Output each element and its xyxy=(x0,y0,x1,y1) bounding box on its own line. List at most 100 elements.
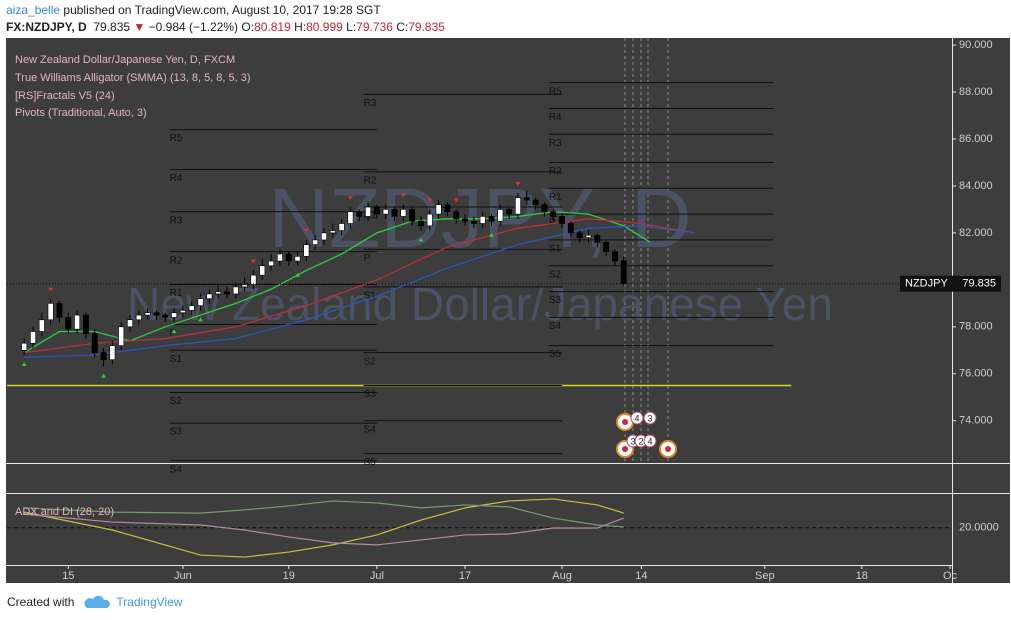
candle-body xyxy=(171,312,178,318)
candle-body xyxy=(382,209,389,215)
last-price: 79.835 xyxy=(93,20,131,34)
candle-body xyxy=(241,284,248,288)
price-label-box xyxy=(900,275,1001,292)
event-count: 4 xyxy=(634,413,639,423)
user[interactable]: aiza_belle xyxy=(6,3,61,17)
fractal-down xyxy=(489,232,495,237)
change: −0.984 (−1.22%) xyxy=(148,20,239,34)
arrow: ▼ xyxy=(133,20,146,34)
y-tick-label: 86.000 xyxy=(959,133,993,145)
candle-body xyxy=(144,312,151,316)
candle-body xyxy=(488,216,495,222)
close: 79.835 xyxy=(408,20,445,34)
x-tick-label: 15 xyxy=(62,570,74,582)
fractal-down xyxy=(171,329,177,334)
pivot-label: S4 xyxy=(170,464,183,475)
candle-body xyxy=(462,218,468,222)
fractal-down xyxy=(101,373,107,378)
o-label: O: xyxy=(241,20,255,34)
candle-body xyxy=(285,253,292,262)
candle-body xyxy=(470,220,477,224)
pivot-label: R2 xyxy=(549,166,562,177)
pivot-label: S3 xyxy=(170,427,183,438)
high: 80.999 xyxy=(306,20,343,34)
candle-body xyxy=(21,342,28,351)
event-count: 3 xyxy=(630,436,635,446)
candle-body xyxy=(550,211,557,217)
pivot-label: R3 xyxy=(364,98,377,109)
candle-body xyxy=(179,310,186,314)
pivot-label: S4 xyxy=(364,424,377,435)
candle-body xyxy=(224,291,230,295)
adx-line xyxy=(24,500,624,528)
x-tick-label: Sep xyxy=(755,570,775,582)
fractal-down xyxy=(198,317,204,322)
candle-body xyxy=(338,223,345,231)
candle-body xyxy=(497,209,504,222)
alligator-line xyxy=(24,218,695,354)
legend-entry: Pivots (Traditional, Auto, 3) xyxy=(15,107,147,119)
candle-body xyxy=(559,216,565,224)
candle-body xyxy=(259,265,266,276)
candle-body xyxy=(91,333,98,353)
open: 80.819 xyxy=(254,20,291,34)
fractal-up xyxy=(303,228,309,233)
alligator-line xyxy=(24,225,695,358)
header-line: aiza_belle published on TradingView.com,… xyxy=(6,3,381,17)
candle-body xyxy=(435,204,442,215)
adx-line xyxy=(24,498,624,558)
y-tick-label: 90.000 xyxy=(959,39,993,51)
pivot-label: P xyxy=(364,253,371,264)
price-label-name: NZDJPY xyxy=(905,278,948,290)
candle-body xyxy=(585,234,592,238)
candle-body xyxy=(47,303,54,321)
fractal-up xyxy=(515,181,521,186)
candle-body xyxy=(197,298,204,306)
pivot-label: R2 xyxy=(170,255,183,266)
y-tick-label: 78.000 xyxy=(959,321,993,333)
candle-body xyxy=(365,206,372,217)
candle-body xyxy=(426,213,433,227)
pivot-label: S2 xyxy=(549,269,562,280)
pivot-label: S1 xyxy=(170,354,183,365)
fractal-down xyxy=(418,237,424,242)
pivot-label: S3 xyxy=(549,295,562,306)
candle-body xyxy=(127,319,133,328)
y-tick-label: 74.000 xyxy=(959,415,993,427)
candle-body xyxy=(347,211,354,224)
fractal-up xyxy=(453,198,459,203)
candle-body xyxy=(38,319,45,332)
pivot-label: S2 xyxy=(170,396,183,407)
adx-tick-label: 20.0000 xyxy=(959,522,999,534)
candle-body xyxy=(82,314,89,335)
candle-body xyxy=(576,232,583,238)
pivot-label: R5 xyxy=(170,133,183,144)
candle-body xyxy=(153,312,160,316)
candle-body xyxy=(418,220,424,227)
plot: 74.00076.00078.00080.00082.00084.00086.0… xyxy=(7,39,1001,582)
brand[interactable]: TradingView xyxy=(116,595,183,609)
adx-line xyxy=(24,513,624,546)
event-count: 2 xyxy=(638,436,643,446)
pivot-label: S4 xyxy=(549,321,562,332)
candle-body xyxy=(135,314,142,321)
candle-body xyxy=(206,293,213,299)
candle-body xyxy=(612,251,618,262)
event-badge xyxy=(643,411,657,425)
y-tick-label: 88.000 xyxy=(959,86,993,98)
candle-body xyxy=(276,253,283,262)
y-tick-label: 76.000 xyxy=(959,368,993,380)
x-tick-label: Aug xyxy=(552,570,572,582)
x-tick-label: Jun xyxy=(174,570,192,582)
candle-body xyxy=(162,314,169,318)
y-tick-label: 82.000 xyxy=(959,227,993,239)
adx-title: ADX and DI (28, 20) xyxy=(15,506,114,518)
event-badge xyxy=(630,411,644,425)
candle-body xyxy=(400,209,407,217)
pivot-label: R3 xyxy=(549,138,562,149)
candle-body xyxy=(541,204,548,213)
fractal-up xyxy=(347,196,353,201)
pivot-label: R4 xyxy=(170,173,183,184)
pivot-label: R3 xyxy=(170,215,183,226)
